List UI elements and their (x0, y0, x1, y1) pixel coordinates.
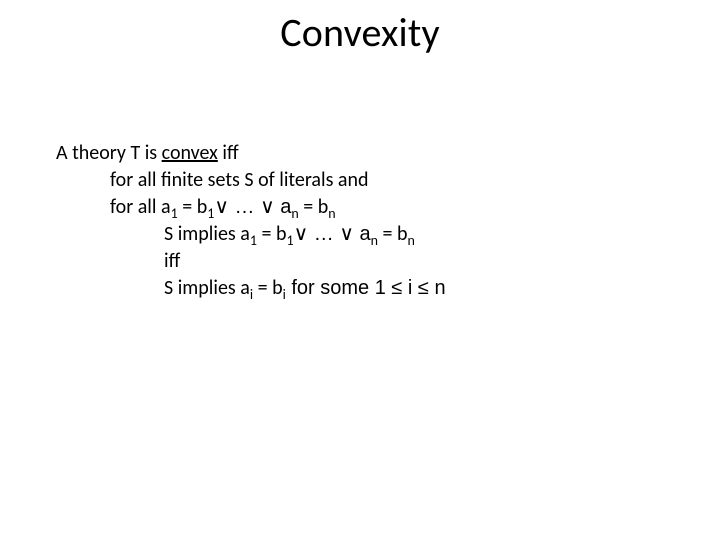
subscript: n (328, 205, 335, 222)
text: for all a (110, 195, 171, 219)
text: = b (253, 276, 283, 300)
line-iff: iff (56, 248, 676, 275)
line-intro: A theory T is convex iff (56, 140, 676, 167)
text: ∨ … ∨ a (294, 223, 371, 245)
line-s-implies-some: S implies ai = bi for some 1 ≤ i ≤ n (56, 275, 676, 302)
text: iff (218, 141, 239, 165)
line-s-implies-disjunction: S implies a1 = b1∨ … ∨ an = bn (56, 221, 676, 248)
text: S implies a (164, 276, 250, 300)
text: S implies a (164, 222, 250, 246)
subscript: 1 (286, 232, 293, 249)
text: A theory T is (56, 141, 162, 165)
line-forall-disjunction: for all a1 = b1∨ … ∨ an = bn (56, 194, 676, 221)
slide-body: A theory T is convex iff for all finite … (56, 140, 676, 302)
text: ∨ … ∨ a (214, 196, 291, 218)
text-underline: convex (162, 141, 218, 165)
text: = b (299, 195, 329, 219)
subscript: 1 (171, 205, 178, 222)
text: = b (378, 222, 408, 246)
line-forall-sets: for all finite sets S of literals and (56, 167, 676, 194)
subscript: n (371, 232, 378, 249)
text: = b (178, 195, 208, 219)
subscript: 1 (250, 232, 257, 249)
text: for some 1 ≤ i ≤ n (286, 277, 446, 299)
slide-title: Convexity (0, 8, 720, 57)
subscript: n (408, 232, 415, 249)
slide: Convexity A theory T is convex iff for a… (0, 0, 720, 540)
subscript: n (291, 205, 298, 222)
text: = b (257, 222, 287, 246)
